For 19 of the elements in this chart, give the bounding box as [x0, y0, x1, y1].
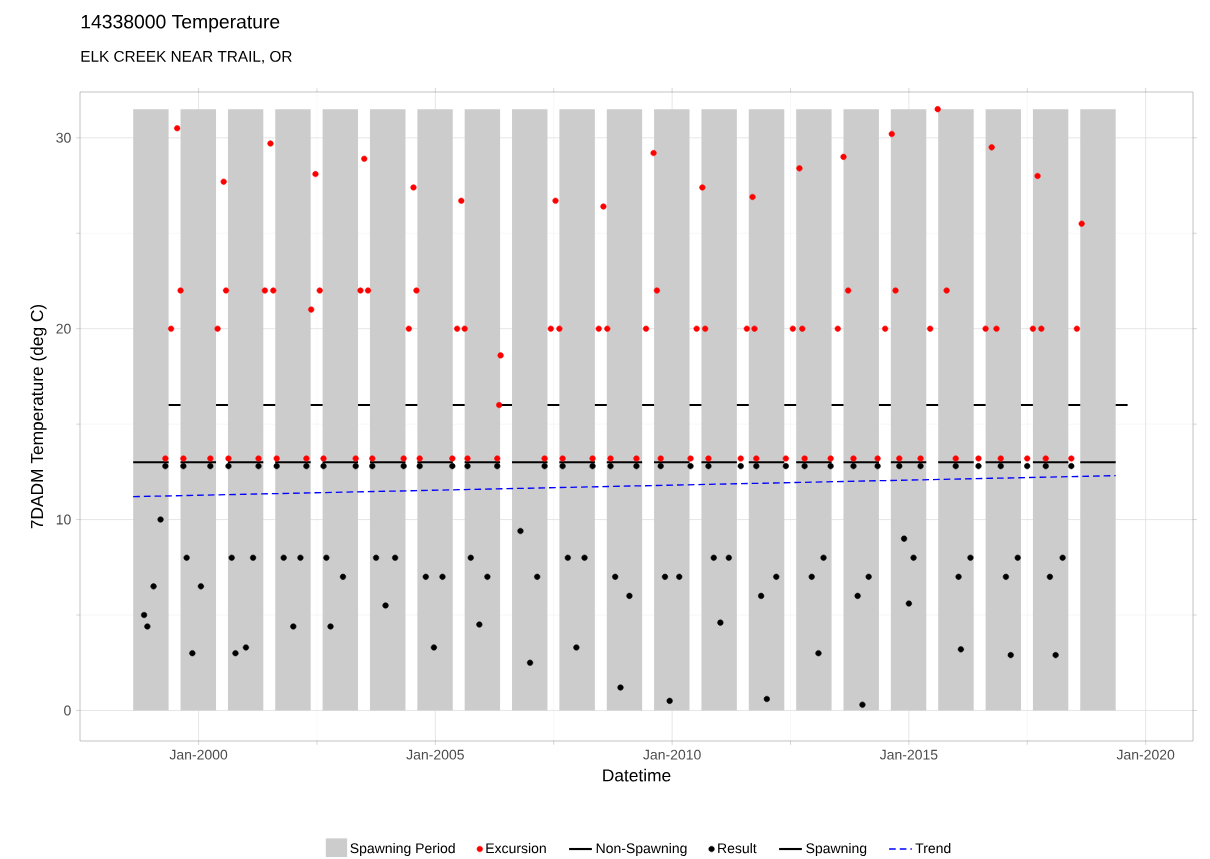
x-tick-label: Jan-2010	[643, 749, 701, 760]
chart-subtitle: ELK CREEK NEAR TRAIL, OR	[81, 50, 292, 64]
legend-label: Result	[718, 842, 757, 854]
legend-label: Spawning	[806, 842, 867, 857]
y-tick-label: 20	[56, 323, 71, 334]
y-tick-label: 10	[56, 514, 71, 525]
legend-label: Spawning Period	[350, 842, 455, 857]
y-tick-label: 0	[64, 705, 71, 716]
x-tick-label: Jan-2005	[406, 749, 464, 760]
y-tick-label: 30	[56, 132, 71, 143]
x-tick-label: Jan-2020	[1116, 749, 1175, 760]
chart-title: 14338000 Temperature	[81, 14, 280, 33]
legend-label: Excursion	[486, 842, 546, 854]
y-axis-title: 7DADM Temperature (deg C)	[30, 304, 47, 529]
x-tick-label: Jan-2015	[879, 749, 938, 760]
x-tick-label: Jan-2000	[169, 749, 228, 760]
x-axis-title: Datetime	[603, 768, 671, 782]
legend-label: Trend	[915, 842, 951, 854]
legend-label: Non-Spawning	[596, 842, 687, 857]
